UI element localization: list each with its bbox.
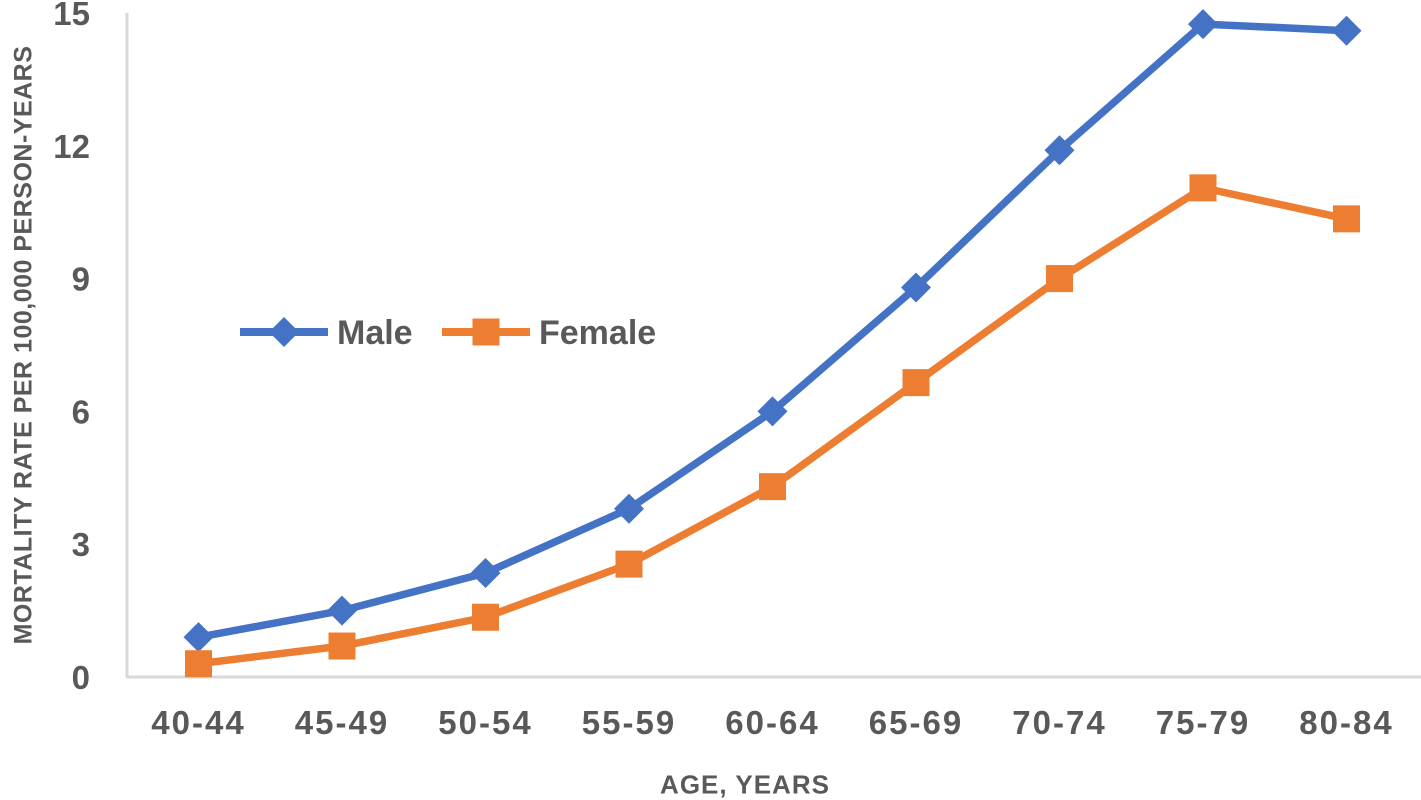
data-point-female xyxy=(902,369,930,397)
data-point-female xyxy=(328,632,356,660)
legend-label-male[interactable]: Male xyxy=(337,314,413,352)
data-point-male xyxy=(183,622,214,653)
data-point-male xyxy=(1331,15,1362,46)
x-tick-label: 60-64 xyxy=(725,704,819,741)
x-tick-label: 50-54 xyxy=(438,704,532,741)
y-tick-label: 3 xyxy=(72,526,90,563)
legend-marker-male xyxy=(269,317,299,347)
legend-marker-female xyxy=(472,318,500,346)
data-point-female xyxy=(1333,205,1360,233)
data-point-male xyxy=(901,272,931,303)
data-point-male xyxy=(470,557,501,588)
data-point-female xyxy=(1189,174,1217,202)
data-point-male xyxy=(614,493,644,524)
data-point-female xyxy=(472,603,499,631)
legend-label-female[interactable]: Female xyxy=(539,314,656,352)
data-point-female xyxy=(185,650,212,678)
y-tick-label: 9 xyxy=(72,261,90,298)
data-point-male xyxy=(757,396,788,427)
x-tick-label: 80-84 xyxy=(1299,704,1393,741)
data-point-male xyxy=(327,595,357,626)
y-tick-label: 15 xyxy=(53,0,90,32)
data-point-male xyxy=(1044,135,1075,166)
x-tick-label: 75-79 xyxy=(1156,704,1250,741)
x-tick-label: 70-74 xyxy=(1012,704,1106,741)
y-tick-label: 6 xyxy=(72,393,90,430)
x-tick-label: 55-59 xyxy=(582,704,676,741)
y-tick-label: 0 xyxy=(72,659,90,696)
x-tick-label: 65-69 xyxy=(869,704,963,741)
y-tick-label: 12 xyxy=(53,128,90,165)
x-axis-title: AGE, YEARS xyxy=(660,769,830,800)
data-point-male xyxy=(1188,9,1218,40)
data-point-female xyxy=(615,550,643,578)
x-tick-label: 40-44 xyxy=(151,704,245,741)
x-tick-label: 45-49 xyxy=(295,704,389,741)
data-point-female xyxy=(759,473,786,501)
data-point-female xyxy=(1046,265,1073,293)
